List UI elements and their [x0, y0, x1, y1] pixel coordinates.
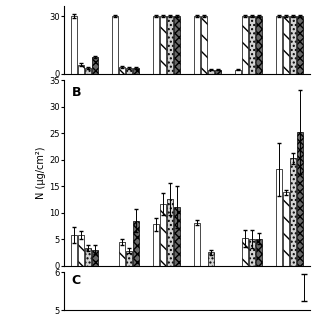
Bar: [297, 16, 303, 74]
Bar: [297, 132, 303, 266]
Bar: [194, 16, 200, 74]
Bar: [126, 68, 132, 74]
Bar: [92, 250, 98, 266]
Bar: [85, 248, 91, 266]
Bar: [276, 169, 283, 266]
Bar: [119, 67, 125, 74]
Bar: [283, 16, 290, 74]
Bar: [153, 16, 159, 74]
Bar: [242, 16, 248, 74]
Bar: [290, 16, 296, 74]
Bar: [194, 223, 200, 266]
Bar: [78, 235, 84, 266]
Text: C: C: [71, 274, 81, 287]
Bar: [201, 16, 207, 74]
Bar: [71, 16, 77, 74]
Bar: [215, 70, 221, 74]
Bar: [119, 242, 125, 266]
Bar: [71, 235, 77, 266]
Bar: [208, 252, 214, 266]
Y-axis label: N (μg/cm²): N (μg/cm²): [36, 147, 46, 199]
Bar: [283, 192, 290, 266]
Bar: [249, 238, 255, 266]
Bar: [160, 204, 166, 266]
Bar: [256, 238, 262, 266]
Bar: [133, 68, 139, 74]
Bar: [174, 207, 180, 266]
Bar: [256, 16, 262, 74]
Bar: [133, 220, 139, 266]
Bar: [242, 238, 248, 266]
Bar: [160, 16, 166, 74]
Bar: [126, 251, 132, 266]
Bar: [235, 70, 241, 74]
Bar: [92, 57, 98, 74]
Bar: [276, 16, 283, 74]
Bar: [249, 16, 255, 74]
Bar: [78, 65, 84, 74]
Bar: [174, 16, 180, 74]
Text: B: B: [71, 85, 81, 99]
Bar: [208, 70, 214, 74]
Bar: [85, 68, 91, 74]
Bar: [167, 16, 173, 74]
Bar: [290, 158, 296, 266]
Bar: [167, 199, 173, 266]
Bar: [153, 224, 159, 266]
Bar: [112, 16, 118, 74]
